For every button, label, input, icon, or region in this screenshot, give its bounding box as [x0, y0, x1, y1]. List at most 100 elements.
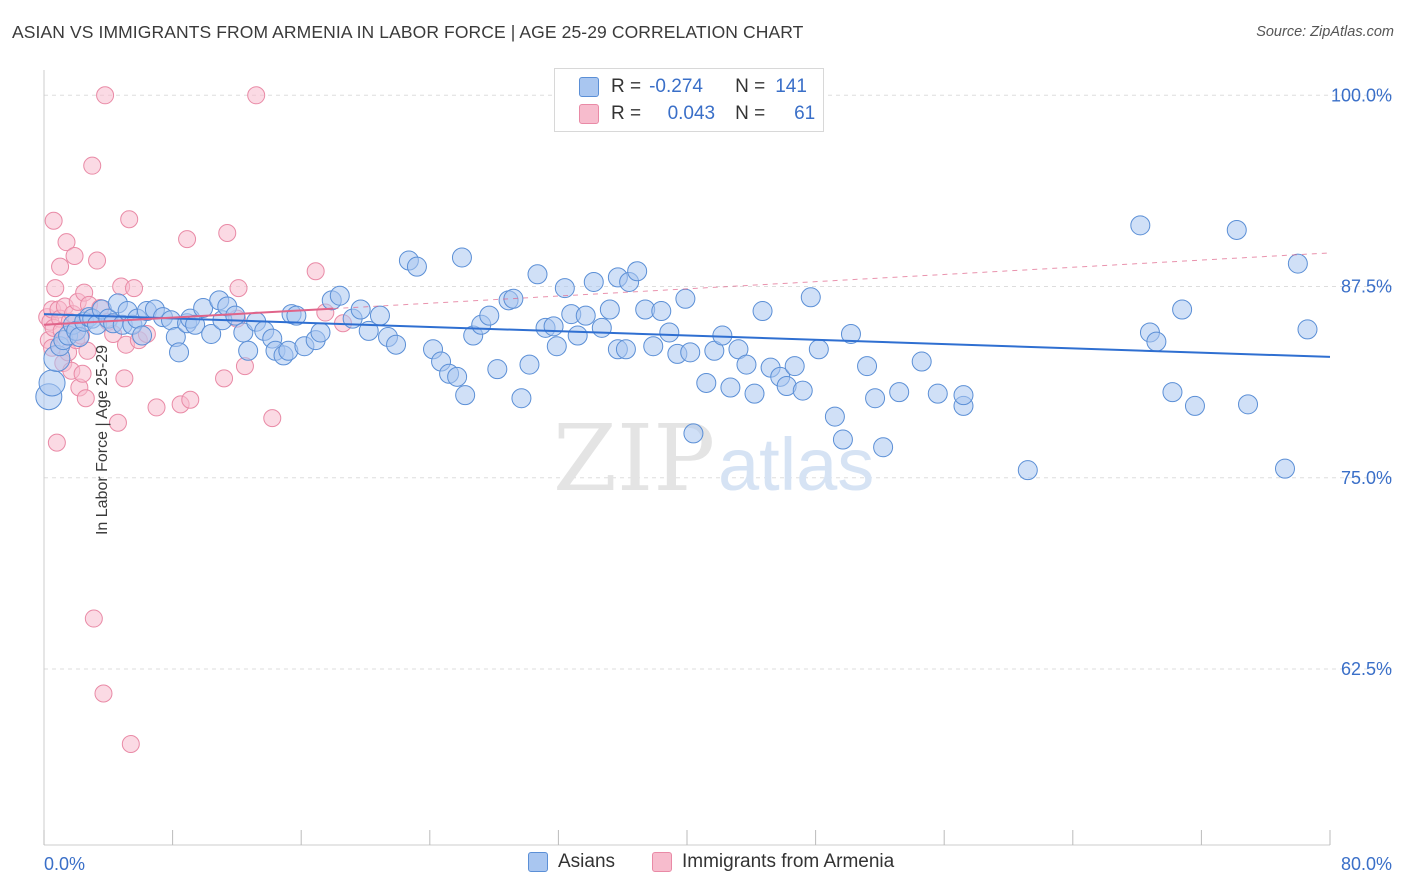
asians-point — [615, 339, 636, 360]
watermark-zip: ZIP — [553, 405, 715, 512]
asians-point — [132, 325, 153, 346]
asians-point — [873, 437, 894, 458]
asians-point — [310, 322, 331, 343]
armenia-point — [121, 735, 140, 754]
armenia-point — [181, 390, 200, 409]
legend-label: Immigrants from Armenia — [682, 851, 895, 872]
armenia-point — [46, 279, 65, 298]
asians-point — [953, 385, 974, 406]
legend-label: Asians — [558, 851, 616, 872]
asians-point — [824, 406, 845, 427]
armenia-trend-line-dashed — [333, 252, 1331, 310]
armenia-point — [229, 279, 248, 298]
asians-point — [927, 383, 948, 404]
y-axis-label: In Labor Force | Age 25-29 — [94, 344, 112, 536]
asians-point — [193, 297, 214, 318]
asians-point — [238, 340, 259, 361]
asians-point — [406, 256, 427, 277]
legend-row-asians: R = -0.274 N = 141 — [579, 75, 807, 99]
asians-point — [911, 351, 932, 372]
legend-row-armenia: R = 0.043 N = 61 — [579, 102, 815, 126]
asians-point — [784, 356, 805, 377]
asians-point — [1184, 395, 1205, 416]
y-tick-label: 75.0% — [1341, 468, 1392, 488]
asians-point — [857, 356, 878, 377]
asians-point — [1130, 215, 1151, 236]
asians-point — [744, 383, 765, 404]
asians-point — [1297, 319, 1318, 340]
armenia-point — [73, 364, 92, 383]
legend-item-armenia[interactable]: Immigrants from Armenia — [652, 851, 894, 873]
armenia-point — [96, 86, 115, 105]
asians-point — [651, 301, 672, 322]
asians-point — [1172, 299, 1193, 320]
armenia-trend-line — [43, 307, 334, 326]
armenia-point — [218, 224, 237, 242]
armenia-point — [76, 389, 95, 408]
asians-point — [447, 366, 468, 387]
asians-point — [527, 264, 548, 285]
x-tick-label: 0.0% — [44, 854, 85, 874]
n-value: 61 — [794, 103, 816, 124]
asians-point — [567, 325, 588, 346]
asians-point — [680, 342, 701, 363]
asians-point — [487, 359, 508, 380]
asians-point — [752, 301, 773, 322]
asians-point — [546, 336, 567, 357]
asians-trend-line — [43, 313, 1331, 358]
legend-item-asians[interactable]: Asians — [528, 851, 615, 873]
asians-point — [386, 334, 407, 355]
asians-point — [1226, 219, 1247, 240]
armenia-point — [94, 684, 113, 703]
n-label: N = — [735, 103, 766, 124]
asians-point — [479, 305, 500, 326]
armenia-point — [147, 398, 166, 417]
asians-point — [511, 388, 532, 409]
asians-point — [38, 369, 66, 397]
chart-title: ASIAN VS IMMIGRANTS FROM ARMENIA IN LABO… — [12, 22, 804, 42]
asians-point — [451, 247, 472, 268]
asians-point — [659, 322, 680, 343]
armenia-point — [306, 262, 325, 281]
armenia-point — [115, 369, 134, 388]
asians-point — [329, 285, 350, 306]
asians-point — [792, 380, 813, 401]
asians-point — [575, 305, 596, 326]
armenia-point — [47, 433, 66, 452]
armenia-point — [51, 257, 70, 276]
armenia-point — [108, 413, 127, 432]
asians-point — [720, 377, 741, 398]
asians-point — [643, 336, 664, 357]
asians-point — [683, 423, 704, 444]
armenia-point — [178, 230, 197, 249]
armenia-point — [44, 211, 63, 230]
asians-point — [225, 305, 246, 326]
asians-swatch — [528, 852, 548, 872]
r-label: R = — [611, 76, 642, 97]
armenia-swatch — [579, 104, 599, 124]
n-value: 141 — [775, 76, 807, 97]
asians-point — [840, 323, 861, 344]
armenia-point — [84, 609, 103, 628]
armenia-point — [65, 246, 84, 265]
asians-point — [1287, 253, 1308, 274]
r-label: R = — [611, 103, 642, 124]
asians-point — [519, 354, 540, 375]
asians-point — [599, 299, 620, 320]
asians-point — [627, 261, 648, 282]
asians-point — [808, 339, 829, 360]
asians-point — [696, 372, 717, 393]
asians-point — [201, 323, 222, 344]
asians-point — [455, 385, 476, 406]
source-label: Source: ZipAtlas.com — [1256, 24, 1394, 40]
armenia-point — [83, 156, 102, 175]
asians-point — [889, 382, 910, 403]
asians-point — [1238, 394, 1259, 415]
armenia-point — [247, 86, 266, 105]
asians-point — [1274, 458, 1295, 479]
asians-point — [591, 317, 612, 338]
armenia-swatch — [652, 852, 672, 872]
series-legend: Asians Immigrants from Armenia — [0, 851, 1406, 879]
armenia-point — [57, 233, 76, 252]
asians-point — [169, 342, 190, 363]
